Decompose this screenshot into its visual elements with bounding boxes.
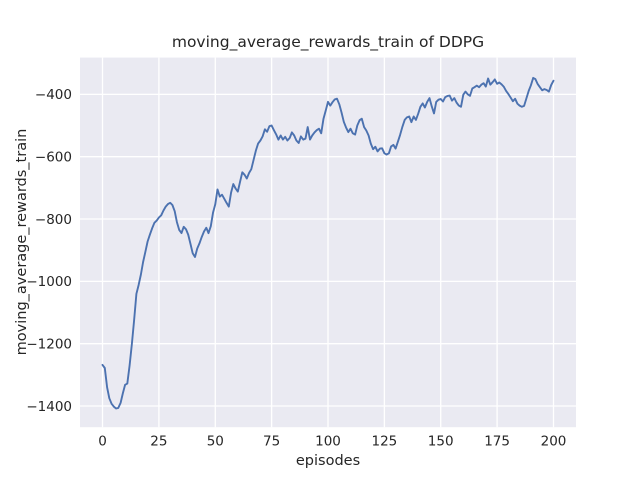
y-tick-label: −1400	[26, 399, 72, 415]
series-line	[101, 76, 555, 410]
y-tick-label: −1200	[26, 337, 72, 353]
y-axis-label: moving_average_rewards_train	[14, 128, 30, 356]
x-tick-label: 150	[428, 434, 454, 450]
y-tick-label: −400	[35, 87, 72, 103]
x-tick-label: 125	[372, 434, 398, 450]
x-tick-label: 100	[315, 434, 341, 450]
chart-title: moving_average_rewards_train of DDPG	[171, 33, 485, 51]
y-tick-label: −600	[35, 150, 72, 166]
x-tick-label: 175	[484, 434, 510, 450]
x-axis-label: episodes	[295, 453, 361, 469]
y-tick-label: −1000	[26, 274, 72, 290]
x-tick-label: 75	[263, 434, 280, 450]
x-tick-label: 0	[98, 434, 107, 450]
x-tick-label: 200	[541, 434, 567, 450]
x-tick-label: 25	[150, 434, 167, 450]
y-tick-label: −800	[35, 212, 72, 228]
x-tick-label: 50	[207, 434, 224, 450]
